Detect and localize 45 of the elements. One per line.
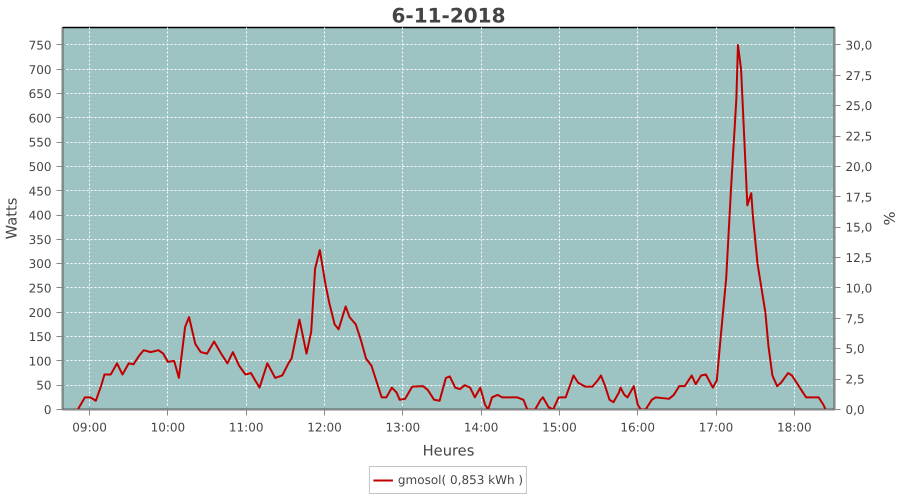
y-tick-label: 400 [28,208,52,223]
y-tick-label: 50 [36,378,52,393]
y2-tick-label: 5,0 [846,342,865,356]
y-tick-label: 500 [28,160,52,174]
x-tick-label: 18:00 [777,420,812,434]
y2-tick-label: 12,5 [846,251,872,266]
y-tick-label: 250 [28,282,52,296]
x-tick-label: 13:00 [386,420,420,434]
x-tick-label: 10:00 [150,420,186,434]
y-tick-label: 650 [28,87,52,102]
y2-tick-label: 17,5 [846,190,872,204]
x-tick-label: 16:00 [620,420,656,434]
x-tick-label: 09:00 [72,420,107,434]
y2-tick-label: 7,5 [846,312,865,326]
y-tick-label: 550 [28,136,52,150]
y-tick-label: 600 [28,111,52,126]
y-tick-label: 700 [28,62,52,77]
y2-tick-label: 10,0 [846,282,872,296]
x-tick-label: 17:00 [698,420,734,434]
y-tick-label: 350 [28,232,52,247]
y-tick-label: 100 [28,354,52,368]
legend-label: gmosol( 0,853 kWh ) [398,473,524,487]
y2-tick-label: 22,5 [846,130,872,144]
y2-tick-label: 20,0 [846,160,872,174]
y-tick-label: 750 [28,38,52,52]
y-tick-label: 150 [28,330,52,344]
line-series [76,44,827,410]
y2-axis-title: % [880,212,898,226]
x-axis-title: Heures [422,442,474,460]
x-tick-label: 15:00 [542,420,577,434]
y-axis-title: Watts [4,198,21,240]
y-tick-label: 200 [28,306,52,320]
x-tick-label: 14:00 [464,420,498,434]
y2-tick-label: 15,0 [846,220,872,235]
y2-tick-label: 25,0 [846,99,872,114]
chart-title: 6-11-2018 [391,4,506,28]
y2-tick-label: 27,5 [846,68,872,83]
y2-tick-label: 0,0 [846,403,865,417]
y2-tick-label: 2,5 [846,372,865,387]
x-tick-label: 12:00 [307,420,342,434]
y-tick-label: 300 [28,257,52,272]
y2-tick-label: 30,0 [846,38,872,52]
x-tick-label: 11:00 [228,420,264,434]
y-tick-label: 450 [28,184,52,198]
y-tick-label: 0 [44,403,52,417]
